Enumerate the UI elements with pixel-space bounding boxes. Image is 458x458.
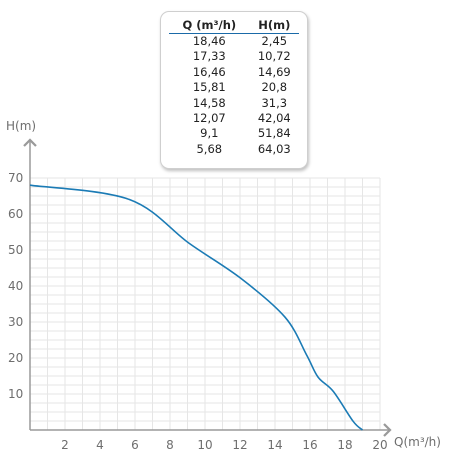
x-tick-label: 2	[61, 438, 69, 452]
x-tick-label: 4	[96, 438, 104, 452]
table-row: 5,68 64,03	[169, 142, 299, 157]
table-row: 17,33 10,72	[169, 49, 299, 64]
x-tick-label: 8	[166, 438, 174, 452]
y-tick-label: 60	[8, 207, 23, 221]
table-row: 18,46 2,45	[169, 34, 299, 50]
cell-q: 16,46	[192, 64, 226, 79]
cell-q: 17,33	[192, 49, 226, 64]
data-table-card: Q (m³/h) H(m) 18,46 2,45 17,33 10,72 16,46 14…	[160, 11, 308, 169]
cell-h: 2,45	[261, 34, 288, 48]
table-row: 9,1 51,84	[169, 126, 299, 141]
column-header-q: Q (m³/h)	[169, 17, 250, 34]
x-tick-label: 12	[232, 438, 247, 452]
x-tick-label: 14	[267, 438, 282, 452]
x-tick-label: 18	[337, 438, 352, 452]
table-row: 12,07 42,04	[169, 111, 299, 126]
y-axis-label: H(m)	[6, 119, 36, 133]
cell-h: 42,04	[257, 111, 291, 126]
column-header-h: H(m)	[249, 17, 299, 34]
cell-h: 64,03	[257, 141, 291, 156]
y-tick-label: 70	[8, 171, 23, 185]
y-tick-label: 50	[8, 243, 23, 257]
cell-h: 51,84	[257, 126, 291, 141]
y-tick-label: 20	[8, 351, 23, 365]
pump-curve-line	[29, 184, 364, 431]
x-axis-label: Q(m³/h)	[394, 435, 441, 449]
x-tick-label: 10	[197, 438, 212, 452]
cell-h: 31,3	[261, 95, 288, 110]
y-tick-label: 40	[8, 279, 23, 293]
cell-q: 12,07	[192, 111, 226, 126]
table-row: 15,81 20,8	[169, 80, 299, 95]
x-tick-label: 6	[131, 438, 139, 452]
cell-h: 20,8	[261, 80, 288, 95]
table-row: 14,58 31,3	[169, 96, 299, 111]
table-row: 16,46 14,69	[169, 65, 299, 80]
cell-q: 18,46	[192, 34, 226, 48]
x-tick-label: 16	[302, 438, 317, 452]
data-table: Q (m³/h) H(m) 18,46 2,45 17,33 10,72 16,46 14…	[169, 17, 299, 157]
x-tick-label: 20	[372, 438, 387, 452]
cell-h: 14,69	[257, 64, 291, 79]
y-tick-label: 30	[8, 315, 23, 329]
cell-q: 14,58	[192, 95, 226, 110]
cell-q: 5,68	[196, 141, 223, 156]
y-tick-label: 10	[8, 387, 23, 401]
cell-h: 10,72	[257, 49, 291, 64]
grid	[30, 177, 381, 430]
cell-q: 15,81	[192, 80, 226, 95]
cell-q: 9,1	[200, 126, 219, 141]
